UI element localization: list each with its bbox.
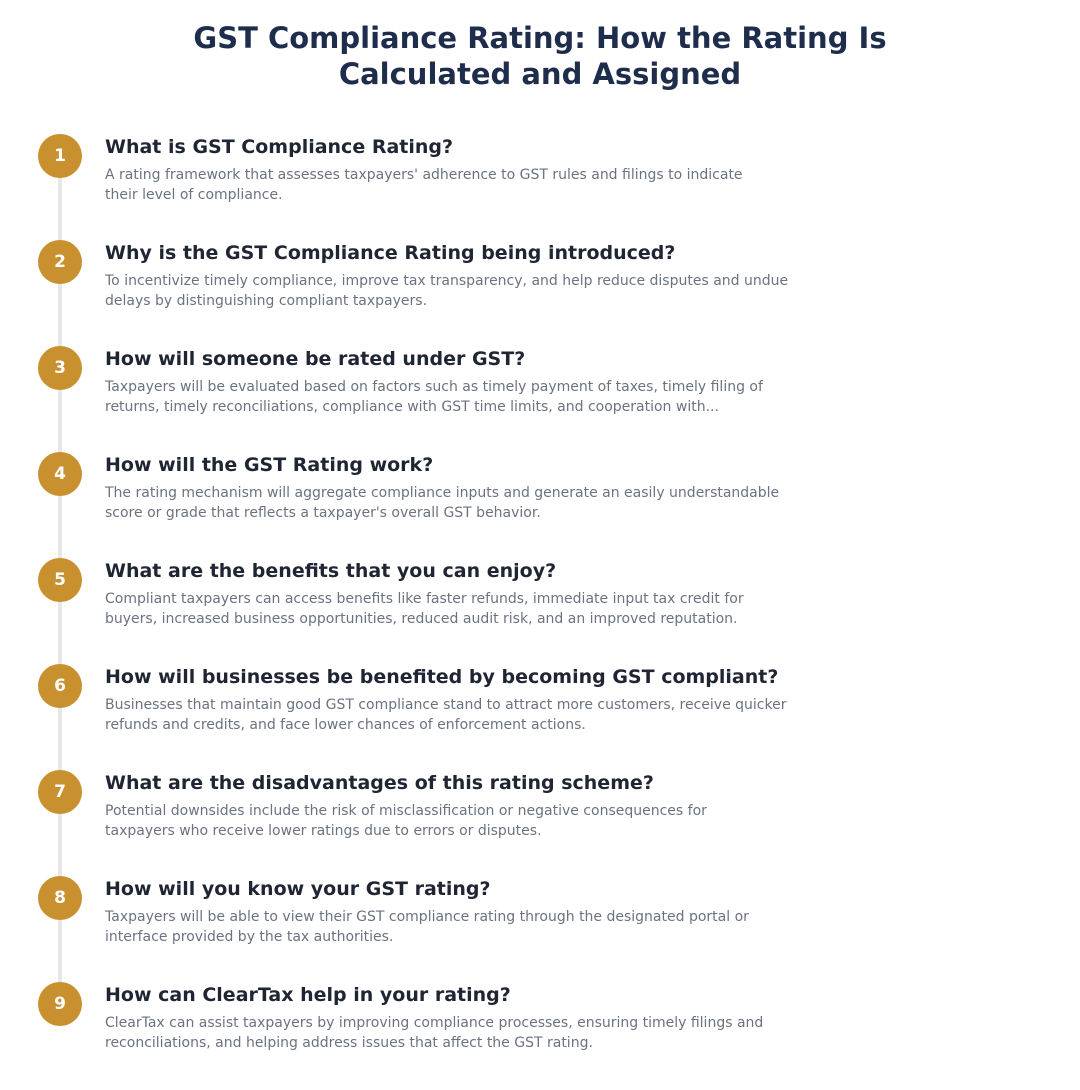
faq-item-5: 5 What are the benefits that you can enj… [0, 558, 1080, 658]
faq-answer: Compliant taxpayers can access benefits … [105, 589, 850, 629]
step-number-badge: 5 [38, 558, 82, 602]
faq-question: How will someone be rated under GST? [105, 348, 526, 370]
step-number-badge: 9 [38, 982, 82, 1026]
faq-answer: The rating mechanism will aggregate comp… [105, 483, 850, 523]
faq-item-1: 1 What is GST Compliance Rating? A ratin… [0, 134, 1080, 234]
faq-answer-line: reconciliations, and helping address iss… [105, 1035, 593, 1051]
faq-question: How will businesses be benefited by beco… [105, 666, 779, 688]
faq-question: What is GST Compliance Rating? [105, 136, 454, 158]
faq-answer: Businesses that maintain good GST compli… [105, 695, 850, 735]
faq-item-8: 8 How will you know your GST rating? Tax… [0, 876, 1080, 976]
faq-answer: ClearTax can assist taxpayers by improvi… [105, 1013, 850, 1053]
faq-answer-line: To incentivize timely compliance, improv… [105, 273, 789, 289]
faq-answer-line: score or grade that reflects a taxpayer'… [105, 505, 541, 521]
faq-answer: Taxpayers will be able to view their GST… [105, 907, 850, 947]
page-title-line-1: GST Compliance Rating: How the Rating Is [193, 21, 887, 55]
step-number-badge: 1 [38, 134, 82, 178]
faq-item-6: 6 How will businesses be benefited by be… [0, 664, 1080, 764]
faq-item-2: 2 Why is the GST Compliance Rating being… [0, 240, 1080, 340]
step-number-badge: 7 [38, 770, 82, 814]
step-number-badge: 4 [38, 452, 82, 496]
faq-question: What are the benefits that you can enjoy… [105, 560, 557, 582]
faq-answer-line: Potential downsides include the risk of … [105, 803, 707, 819]
faq-answer: Taxpayers will be evaluated based on fac… [105, 377, 850, 417]
faq-answer-line: refunds and credits, and face lower chan… [105, 717, 586, 733]
faq-question: How will the GST Rating work? [105, 454, 434, 476]
faq-answer-line: delays by distinguishing compliant taxpa… [105, 293, 428, 309]
faq-item-7: 7 What are the disadvantages of this rat… [0, 770, 1080, 870]
faq-answer-line: The rating mechanism will aggregate comp… [105, 485, 780, 501]
faq-answer-line: buyers, increased business opportunities… [105, 611, 738, 627]
step-number-badge: 6 [38, 664, 82, 708]
faq-answer-line: Taxpayers will be evaluated based on fac… [105, 379, 763, 395]
faq-question: How can ClearTax help in your rating? [105, 984, 511, 1006]
page-title-line-2: Calculated and Assigned [338, 57, 742, 91]
faq-answer-line: Taxpayers will be able to view their GST… [105, 909, 749, 925]
faq-item-3: 3 How will someone be rated under GST? T… [0, 346, 1080, 446]
faq-item-9: 9 How can ClearTax help in your rating? … [0, 982, 1080, 1082]
faq-answer-line: Compliant taxpayers can access benefits … [105, 591, 744, 607]
faq-question: How will you know your GST rating? [105, 878, 491, 900]
faq-answer-line: their level of compliance. [105, 187, 283, 203]
step-number-badge: 3 [38, 346, 82, 390]
faq-answer: A rating framework that assesses taxpaye… [105, 165, 850, 205]
step-number-badge: 2 [38, 240, 82, 284]
faq-answer-line: taxpayers who receive lower ratings due … [105, 823, 542, 839]
faq-answer-line: ClearTax can assist taxpayers by improvi… [105, 1015, 764, 1031]
faq-question: What are the disadvantages of this ratin… [105, 772, 654, 794]
faq-question: Why is the GST Compliance Rating being i… [105, 242, 676, 264]
page-title: GST Compliance Rating: How the Rating Is… [0, 20, 1080, 92]
faq-answer-line: A rating framework that assesses taxpaye… [105, 167, 743, 183]
faq-item-4: 4 How will the GST Rating work? The rati… [0, 452, 1080, 552]
step-number-badge: 8 [38, 876, 82, 920]
faq-answer: Potential downsides include the risk of … [105, 801, 850, 841]
faq-answer-line: returns, timely reconciliations, complia… [105, 399, 719, 415]
faq-answer: To incentivize timely compliance, improv… [105, 271, 850, 311]
faq-answer-line: Businesses that maintain good GST compli… [105, 697, 787, 713]
faq-answer-line: interface provided by the tax authoritie… [105, 929, 394, 945]
